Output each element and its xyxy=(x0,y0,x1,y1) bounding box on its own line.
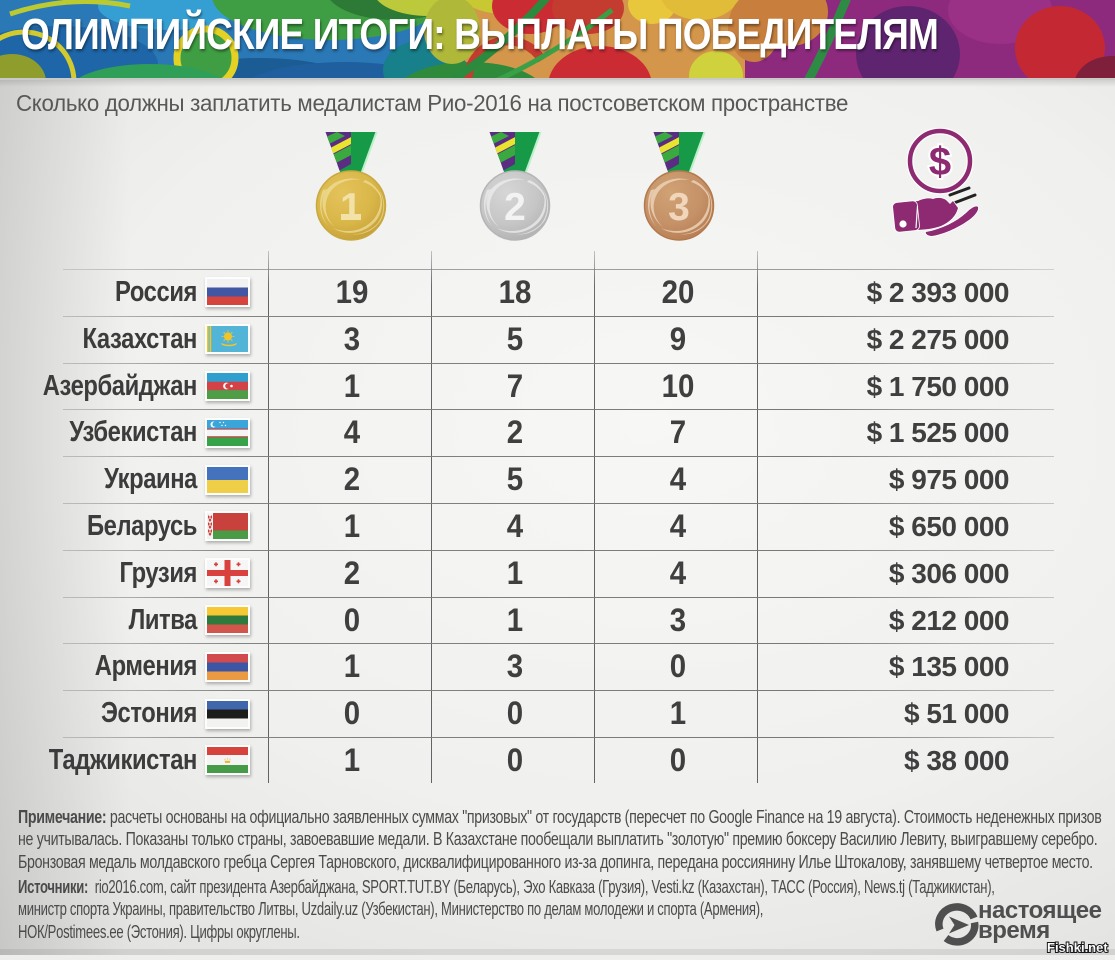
svg-text:2: 2 xyxy=(504,186,526,229)
svg-text:1: 1 xyxy=(340,186,362,229)
svg-text:$: $ xyxy=(929,140,951,184)
svg-text:3: 3 xyxy=(668,186,690,229)
svg-text:$: $ xyxy=(929,140,951,184)
